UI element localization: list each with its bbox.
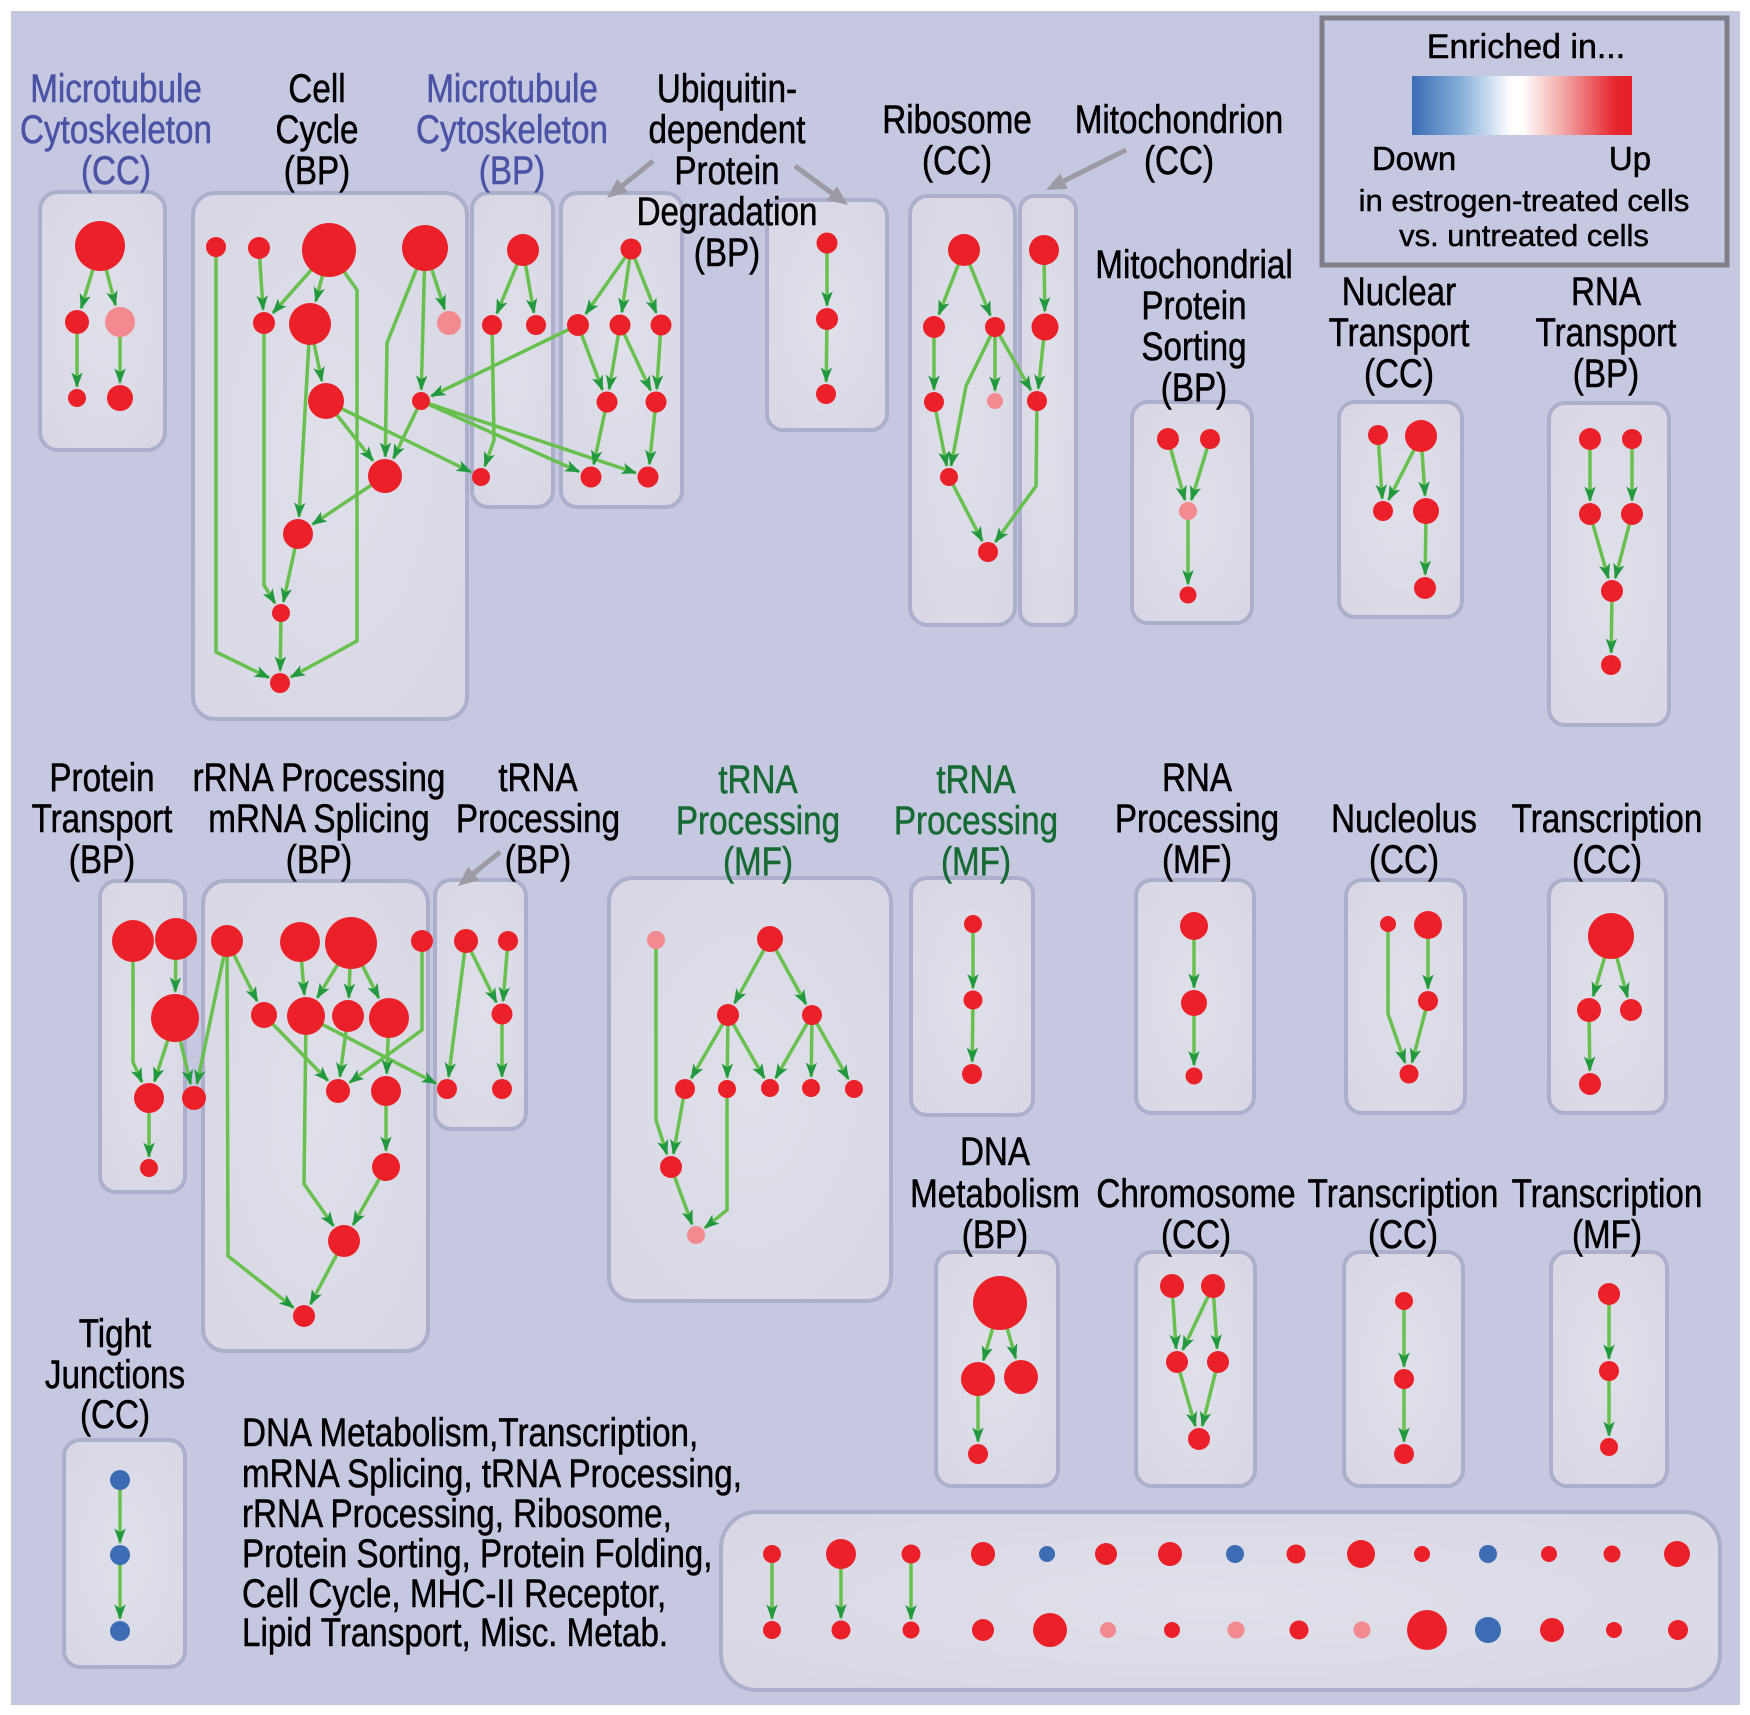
svg-text:in estrogen-treated cells: in estrogen-treated cells <box>1359 183 1690 218</box>
svg-text:DNA Metabolism,Transcription,: DNA Metabolism,Transcription, <box>242 1410 698 1455</box>
svg-text:(BP): (BP) <box>694 230 760 275</box>
svg-text:(BP): (BP) <box>1161 365 1227 410</box>
svg-text:rRNA Processing, Ribosome,: rRNA Processing, Ribosome, <box>242 1491 672 1536</box>
svg-text:Degradation: Degradation <box>637 189 818 234</box>
svg-text:Cytoskeleton: Cytoskeleton <box>20 107 212 152</box>
svg-text:(BP): (BP) <box>286 837 352 882</box>
svg-text:RNA: RNA <box>1162 755 1233 800</box>
svg-text:(CC): (CC) <box>1161 1212 1231 1257</box>
svg-text:(CC): (CC) <box>1368 1212 1438 1257</box>
svg-text:Transcription: Transcription <box>1512 796 1703 841</box>
svg-text:(MF): (MF) <box>1572 1212 1642 1257</box>
svg-text:Ubiquitin-: Ubiquitin- <box>657 66 797 111</box>
svg-text:Up: Up <box>1609 140 1651 177</box>
svg-text:(BP): (BP) <box>962 1212 1028 1257</box>
svg-text:Nuclear: Nuclear <box>1342 269 1456 314</box>
svg-text:Protein: Protein <box>49 755 154 800</box>
svg-text:(BP): (BP) <box>284 148 350 193</box>
svg-text:(CC): (CC) <box>81 148 151 193</box>
svg-text:Transcription: Transcription <box>1308 1171 1499 1216</box>
svg-text:(CC): (CC) <box>1369 837 1439 882</box>
svg-text:Processing: Processing <box>456 796 620 841</box>
svg-text:DNA: DNA <box>960 1129 1031 1174</box>
svg-text:Transport: Transport <box>1536 310 1677 355</box>
svg-text:(BP): (BP) <box>69 837 135 882</box>
svg-text:(CC): (CC) <box>1572 837 1642 882</box>
svg-text:mRNA Splicing: mRNA Splicing <box>208 796 429 841</box>
svg-text:Chromosome: Chromosome <box>1096 1171 1295 1216</box>
svg-text:Junctions: Junctions <box>45 1352 185 1397</box>
svg-text:Cell: Cell <box>288 66 345 111</box>
svg-text:(BP): (BP) <box>479 148 545 193</box>
svg-text:Cell Cycle, MHC-II Receptor,: Cell Cycle, MHC-II Receptor, <box>242 1571 666 1616</box>
svg-text:rRNA Processing: rRNA Processing <box>193 755 446 800</box>
svg-text:(CC): (CC) <box>922 138 992 183</box>
svg-text:(CC): (CC) <box>80 1392 150 1437</box>
svg-text:Ribosome: Ribosome <box>882 97 1031 142</box>
svg-text:Microtubule: Microtubule <box>426 66 598 111</box>
svg-text:Down: Down <box>1372 140 1456 177</box>
svg-text:Metabolism: Metabolism <box>910 1171 1080 1216</box>
svg-text:(MF): (MF) <box>941 839 1011 884</box>
svg-text:(CC): (CC) <box>1144 138 1214 183</box>
svg-text:mRNA Splicing, tRNA Processing: mRNA Splicing, tRNA Processing, <box>242 1451 742 1496</box>
svg-text:Lipid Transport, Misc. Metab.: Lipid Transport, Misc. Metab. <box>242 1610 668 1655</box>
svg-text:Transport: Transport <box>1329 310 1470 355</box>
svg-text:Protein: Protein <box>674 148 779 193</box>
svg-text:(CC): (CC) <box>1364 351 1434 396</box>
svg-text:Tight: Tight <box>79 1311 152 1356</box>
svg-text:Transport: Transport <box>32 796 173 841</box>
svg-text:Protein Sorting, Protein Foldi: Protein Sorting, Protein Folding, <box>242 1531 712 1576</box>
svg-text:tRNA: tRNA <box>936 757 1016 802</box>
svg-text:tRNA: tRNA <box>718 757 798 802</box>
svg-text:Transcription: Transcription <box>1512 1171 1703 1216</box>
svg-text:Mitochondrion: Mitochondrion <box>1075 97 1284 142</box>
svg-text:(BP): (BP) <box>1573 351 1639 396</box>
svg-text:dependent: dependent <box>649 107 806 152</box>
svg-text:Microtubule: Microtubule <box>30 66 202 111</box>
svg-text:(BP): (BP) <box>505 837 571 882</box>
svg-text:Nucleolus: Nucleolus <box>1331 796 1477 841</box>
svg-text:vs. untreated cells: vs. untreated cells <box>1399 218 1649 253</box>
svg-text:Processing: Processing <box>894 798 1058 843</box>
svg-text:Sorting: Sorting <box>1141 324 1246 369</box>
svg-text:Processing: Processing <box>1115 796 1279 841</box>
svg-text:(MF): (MF) <box>1162 837 1232 882</box>
svg-text:Mitochondrial: Mitochondrial <box>1095 242 1292 287</box>
svg-text:RNA: RNA <box>1571 269 1642 314</box>
svg-text:Enriched in...: Enriched in... <box>1427 28 1625 66</box>
svg-text:Cytoskeleton: Cytoskeleton <box>416 107 608 152</box>
svg-text:tRNA: tRNA <box>498 755 578 800</box>
svg-text:Cycle: Cycle <box>275 107 358 152</box>
svg-text:(MF): (MF) <box>723 839 793 884</box>
svg-text:Protein: Protein <box>1141 283 1246 328</box>
svg-text:Processing: Processing <box>676 798 840 843</box>
